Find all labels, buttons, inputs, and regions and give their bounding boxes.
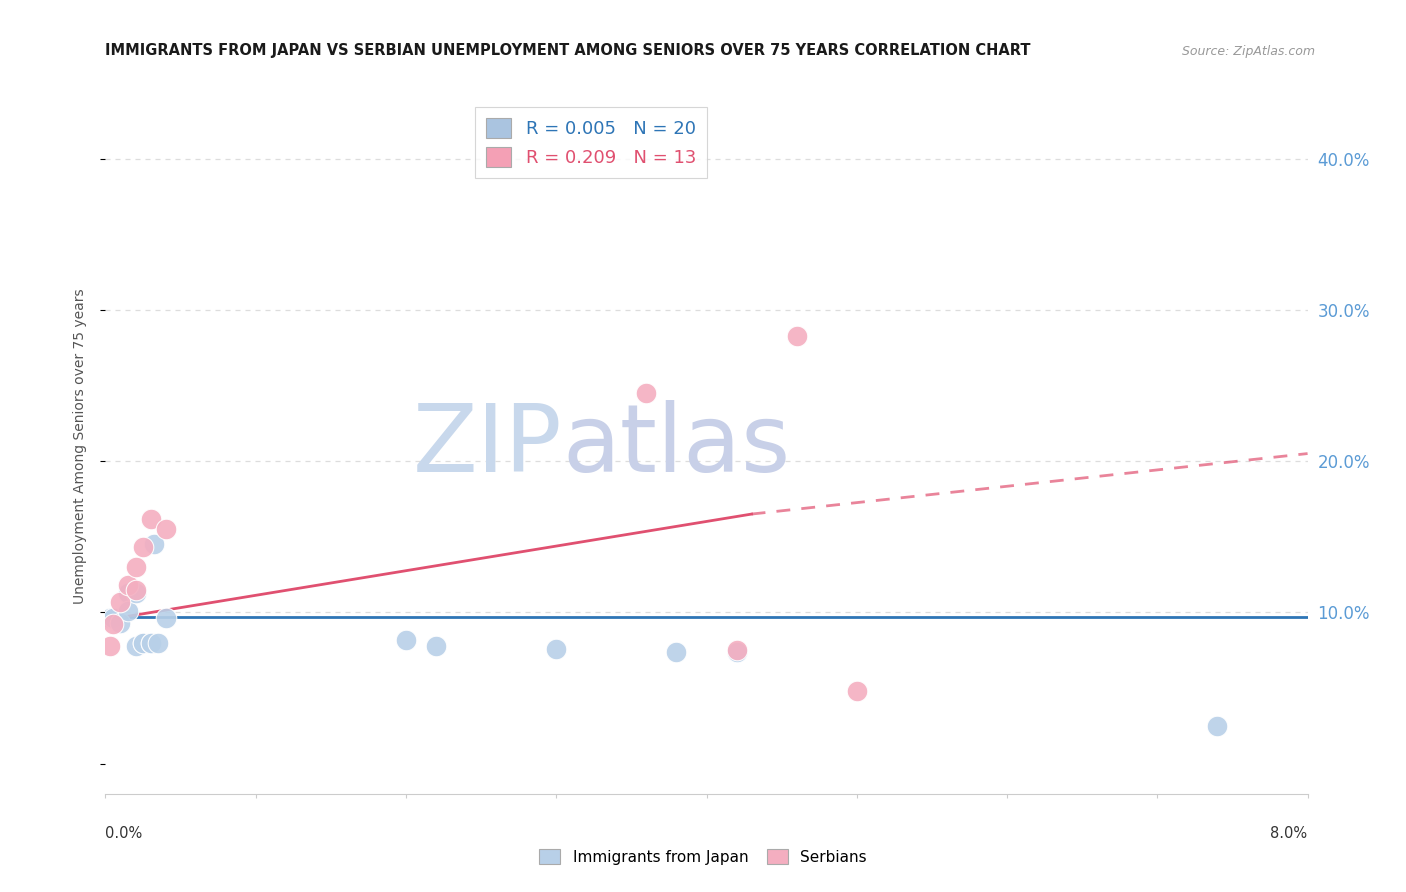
Point	[132, 635, 155, 649]
Text: IMMIGRANTS FROM JAPAN VS SERBIAN UNEMPLOYMENT AMONG SENIORS OVER 75 YEARS CORREL: IMMIGRANTS FROM JAPAN VS SERBIAN UNEMPLO…	[105, 43, 1031, 58]
Legend: R = 0.005   N = 20, R = 0.209   N = 13: R = 0.005 N = 20, R = 0.209 N = 13	[475, 107, 707, 178]
Point	[132, 635, 155, 649]
Point	[117, 585, 139, 599]
Point	[725, 643, 748, 657]
Point	[124, 582, 146, 597]
Point	[139, 511, 162, 525]
Point	[110, 615, 132, 630]
Legend: Immigrants from Japan, Serbians: Immigrants from Japan, Serbians	[533, 843, 873, 871]
Point	[1206, 719, 1229, 733]
Point	[110, 595, 132, 609]
Point	[546, 641, 568, 656]
Point	[146, 635, 169, 649]
Point	[124, 639, 146, 653]
Text: 8.0%: 8.0%	[1271, 827, 1308, 841]
Point	[665, 645, 688, 659]
Point	[395, 632, 418, 647]
Point	[139, 635, 162, 649]
Point	[139, 635, 162, 649]
Point	[98, 611, 121, 625]
Point	[132, 541, 155, 555]
Point	[101, 611, 124, 625]
Text: ZIP: ZIP	[412, 400, 562, 492]
Point	[845, 684, 868, 698]
Text: 0.0%: 0.0%	[105, 827, 142, 841]
Point	[425, 639, 447, 653]
Point	[117, 578, 139, 592]
Point	[98, 639, 121, 653]
Text: atlas: atlas	[562, 400, 790, 492]
Point	[786, 328, 808, 343]
Point	[636, 386, 658, 401]
Point	[124, 560, 146, 574]
Point	[155, 611, 177, 625]
Y-axis label: Unemployment Among Seniors over 75 years: Unemployment Among Seniors over 75 years	[73, 288, 87, 604]
Text: Source: ZipAtlas.com: Source: ZipAtlas.com	[1181, 45, 1315, 58]
Point	[155, 522, 177, 536]
Point	[725, 645, 748, 659]
Point	[124, 585, 146, 599]
Point	[101, 617, 124, 632]
Point	[117, 604, 139, 618]
Point	[142, 537, 165, 551]
